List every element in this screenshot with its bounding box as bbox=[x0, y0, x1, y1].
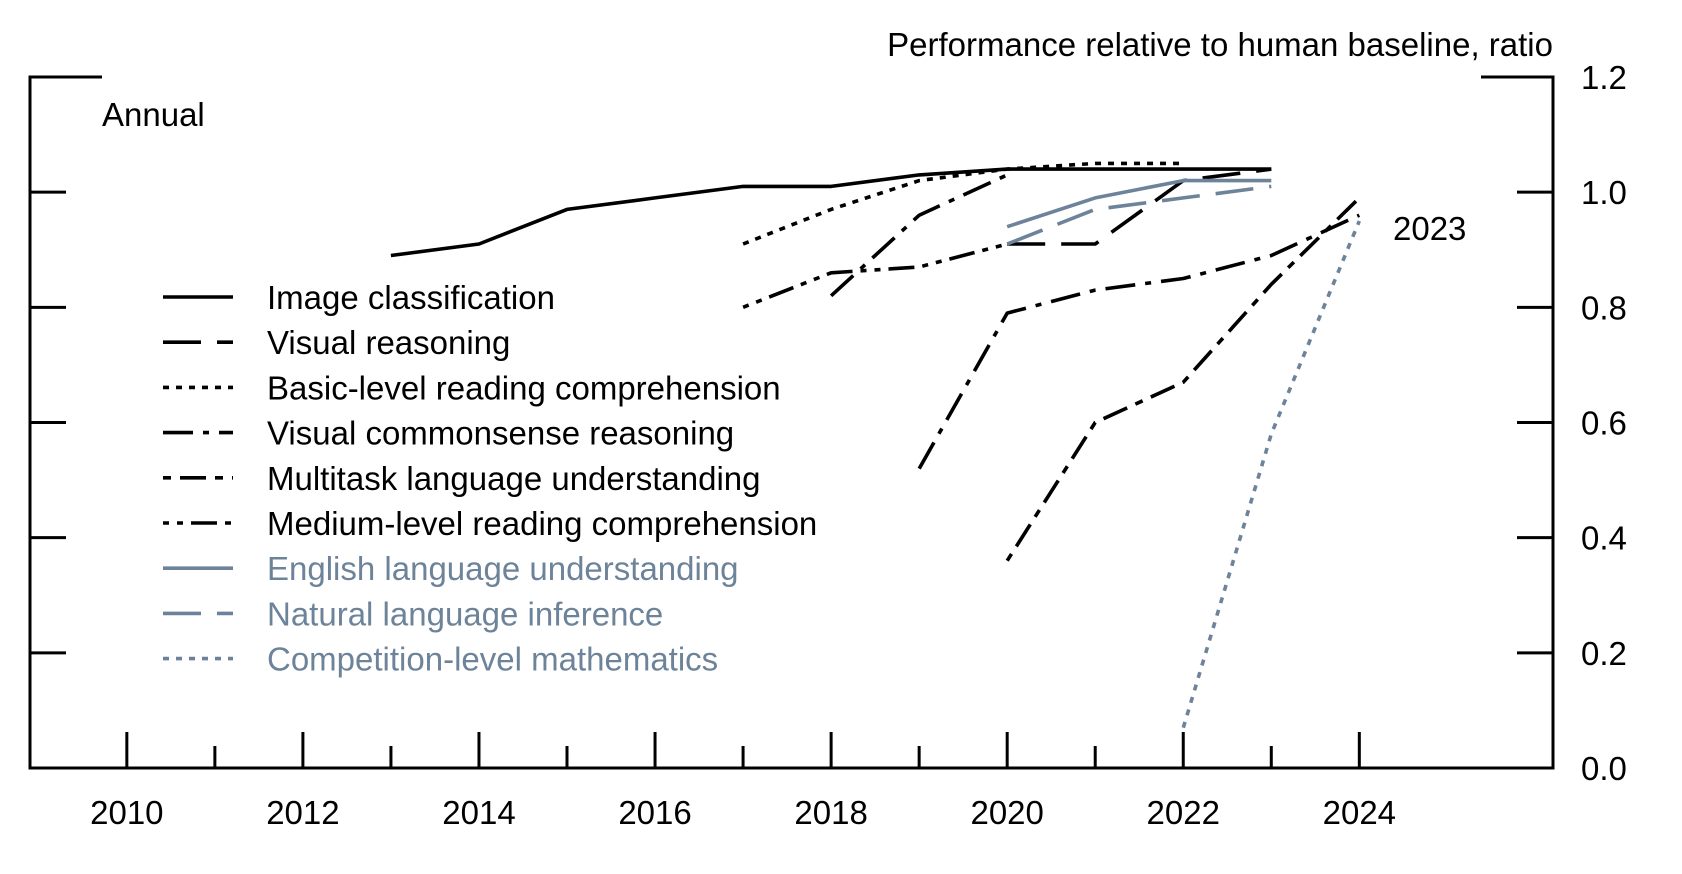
legend-label: English language understanding bbox=[267, 550, 739, 587]
series-line-english-language-understanding bbox=[1006, 178, 1272, 229]
frequency-label: Annual bbox=[102, 96, 205, 133]
x-tick-label: 2012 bbox=[266, 794, 339, 831]
series-line-visual-commonsense-reasoning bbox=[917, 213, 1361, 470]
y-tick-label: 0.6 bbox=[1581, 405, 1627, 442]
series-line-medium-level-reading-comprehension bbox=[742, 242, 1008, 309]
y-tick-label: 1.0 bbox=[1581, 174, 1627, 211]
series-line-competition-level-mathematics bbox=[1181, 220, 1361, 729]
series-line-multitask-language-understanding bbox=[1005, 196, 1361, 562]
series-line-secondary bbox=[829, 173, 1008, 298]
series-line-basic-level-reading-comprehension bbox=[742, 161, 1184, 246]
legend-label: Visual commonsense reasoning bbox=[267, 415, 734, 452]
x-tick-label: 2018 bbox=[794, 794, 867, 831]
y-tick-label: 1.2 bbox=[1581, 59, 1627, 96]
legend-label: Medium-level reading comprehension bbox=[267, 505, 817, 542]
series-line-visual-reasoning bbox=[1007, 167, 1272, 246]
y-tick-label: 0.2 bbox=[1581, 635, 1627, 672]
y-tick-label: 0.4 bbox=[1581, 520, 1627, 557]
legend-label: Competition-level mathematics bbox=[267, 641, 718, 678]
x-tick-label: 2020 bbox=[970, 794, 1043, 831]
legend-label: Multitask language understanding bbox=[267, 460, 761, 497]
x-tick-label: 2014 bbox=[442, 794, 515, 831]
end-annotation: 2023 bbox=[1393, 210, 1466, 247]
legend-label: Image classification bbox=[267, 279, 555, 316]
legend-label: Basic-level reading comprehension bbox=[267, 369, 781, 406]
x-tick-label: 2010 bbox=[90, 794, 163, 831]
x-tick-label: 2016 bbox=[618, 794, 691, 831]
y-tick-label: 0.0 bbox=[1581, 750, 1627, 787]
x-tick-label: 2022 bbox=[1147, 794, 1220, 831]
axes: 0.0 0.2 0.4 0.6 0.8 1.0 1.2 2010 2012 2014 2016 201… bbox=[28, 59, 1627, 831]
y-tick-label: 0.8 bbox=[1581, 289, 1627, 326]
legend-label: Natural language inference bbox=[267, 595, 663, 632]
legend: Image classification Visual reasoning Basi… bbox=[163, 279, 817, 678]
y-axis-label: Performance relative to human baseline, … bbox=[887, 26, 1553, 63]
legend-label: Visual reasoning bbox=[267, 324, 510, 361]
series-line-natural-language-inference bbox=[1006, 184, 1272, 246]
plot-area bbox=[390, 161, 1361, 729]
x-tick-label: 2024 bbox=[1323, 794, 1396, 831]
series-line-image-classification bbox=[390, 167, 1272, 258]
